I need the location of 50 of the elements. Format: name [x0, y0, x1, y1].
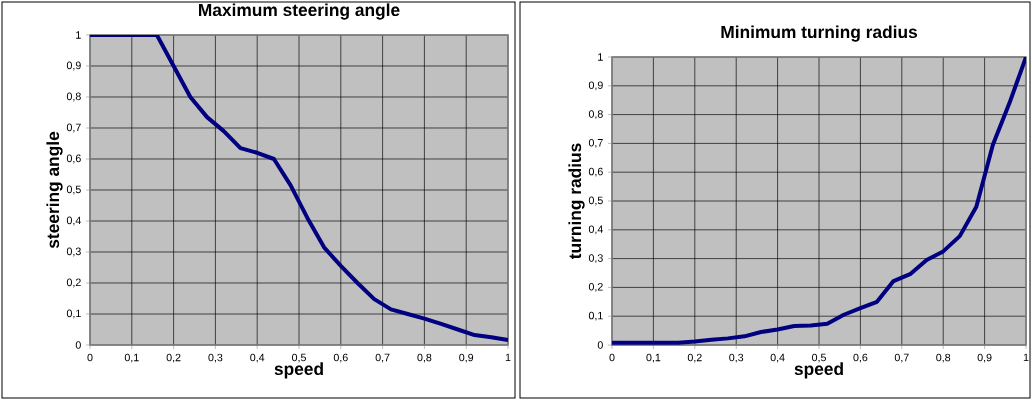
y-tick-label: 0,2 — [66, 278, 81, 288]
x-tick-label: 0,5 — [812, 353, 826, 363]
y-tick-label: 0,6 — [66, 154, 81, 164]
x-tick-label: 0,2 — [687, 353, 702, 363]
x-tick-label: 0,9 — [459, 353, 474, 363]
x-tick-label: 0,7 — [894, 353, 909, 363]
y-tick-label: 0,3 — [66, 247, 81, 257]
y-tick-label: 1 — [598, 53, 603, 61]
y-tick-label: 0,7 — [66, 123, 81, 133]
x-tick-label: 0 — [87, 353, 93, 362]
x-tick-label: 0,4 — [770, 353, 785, 363]
y-tick-label: 0,6 — [588, 167, 603, 177]
y-tick-label: 0,4 — [588, 225, 603, 235]
chart-title: Maximum steering angle — [199, 3, 400, 20]
y-tick-label: 0,8 — [66, 92, 81, 102]
y-tick-label: 0,4 — [66, 216, 81, 226]
x-tick-label: 0,2 — [166, 353, 181, 363]
y-tick-label: 0,3 — [588, 254, 603, 263]
y-tick-label: 0,9 — [588, 81, 603, 91]
x-tick-label: 0,6 — [853, 353, 868, 363]
x-tick-label: 0,6 — [333, 353, 348, 363]
x-tick-label: 1 — [505, 353, 511, 362]
y-tick-label: 0,2 — [588, 283, 603, 292]
chart-title: Minimum turning radius — [721, 25, 917, 42]
y-tick-label: 0 — [597, 341, 603, 349]
x-tick-label: 0,3 — [208, 353, 223, 363]
x-tick-label: 1 — [1023, 353, 1029, 362]
x-tick-label: 0,9 — [977, 353, 992, 363]
x-tick-label: 0,8 — [936, 353, 951, 363]
x-axis-title: speed — [274, 362, 323, 379]
x-tick-label: 0,1 — [124, 353, 139, 363]
y-tick-label: 0,1 — [66, 309, 81, 319]
y-tick-label: 0,8 — [588, 110, 603, 119]
x-tick-label: 0,8 — [417, 353, 432, 363]
y-tick-label: 0,7 — [588, 139, 603, 148]
y-tick-label: 0,1 — [588, 311, 603, 321]
y-tick-label: 1 — [76, 31, 81, 39]
y-tick-label: 0,5 — [66, 185, 81, 195]
x-tick-label: 0,1 — [646, 353, 661, 363]
y-axis-title: steering angle — [46, 131, 63, 249]
y-tick-label: 0,9 — [66, 61, 81, 71]
y-tick-label: 0 — [75, 341, 81, 349]
x-tick-label: 0,7 — [375, 353, 390, 363]
x-tick-label: 0,4 — [250, 353, 265, 363]
x-tick-label: 0,5 — [292, 353, 306, 363]
x-tick-label: 0,3 — [729, 353, 744, 363]
y-tick-label: 0,5 — [588, 196, 603, 206]
y-axis-title: turning radius — [568, 143, 585, 260]
x-axis-title: speed — [794, 362, 843, 379]
x-tick-label: 0 — [609, 353, 615, 362]
